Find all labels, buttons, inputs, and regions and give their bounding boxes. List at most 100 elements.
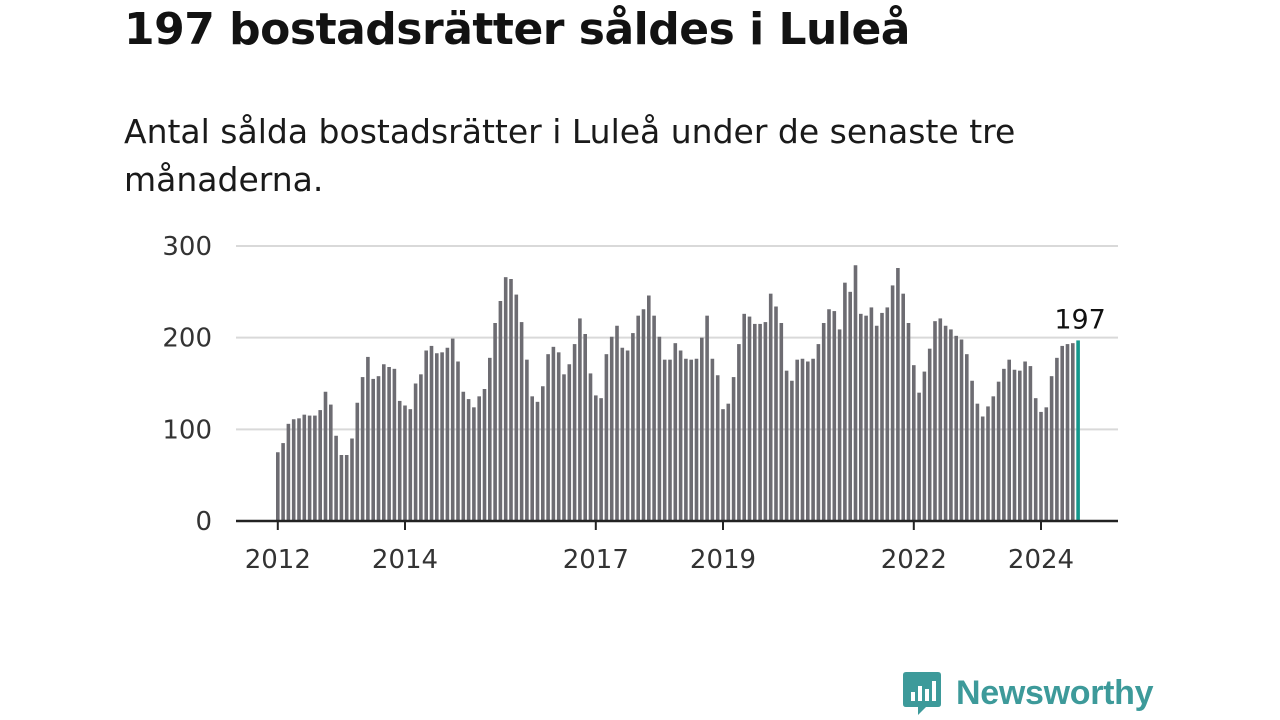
bar: [986, 406, 990, 521]
bar: [429, 345, 434, 521]
newsworthy-logo-text: Newsworthy: [956, 673, 1154, 712]
bar: [291, 419, 296, 521]
bar: [445, 347, 450, 521]
bar: [906, 323, 911, 521]
bar: [355, 402, 360, 521]
labels: 0 100 200 300 2012 2014 2017 2019 2022 2024 197: [162, 232, 1106, 575]
bar: [821, 323, 826, 521]
bar: [975, 403, 980, 521]
bar: [408, 409, 413, 521]
bar: [705, 315, 709, 521]
bar: [763, 322, 768, 521]
bar: [647, 295, 651, 521]
bar: [896, 268, 900, 521]
bar: [594, 395, 598, 521]
bar: [456, 361, 460, 521]
y-tick-label: 0: [195, 507, 212, 537]
bar: [546, 354, 550, 521]
bar: [609, 336, 614, 521]
bar: [1007, 359, 1011, 521]
highlight-value-label: 197: [1054, 304, 1106, 335]
bar: [811, 358, 815, 521]
bar: [1071, 343, 1075, 521]
bar: [938, 318, 943, 521]
bar: [731, 377, 736, 521]
bar: [710, 358, 715, 521]
y-tick-label: 200: [162, 324, 212, 354]
bar: [721, 409, 725, 521]
bar: [461, 391, 466, 521]
bar: [784, 370, 789, 521]
bar: [885, 307, 890, 521]
bar: [1018, 370, 1022, 521]
bar: [827, 309, 831, 521]
x-tick-label: 2014: [372, 545, 438, 575]
bar: [806, 361, 810, 521]
bar: [970, 380, 974, 521]
bar: [800, 358, 805, 521]
bar: [1002, 368, 1006, 521]
x-axis: [236, 519, 1118, 530]
bar: [350, 438, 354, 521]
bar: [440, 352, 444, 521]
bar: [832, 311, 837, 521]
bar: [488, 357, 492, 521]
bar: [917, 392, 921, 521]
bar: [493, 323, 497, 521]
bar: [662, 359, 667, 521]
bar: [959, 339, 964, 521]
bars: [276, 265, 1080, 521]
bar: [615, 325, 619, 521]
bar: [604, 354, 609, 521]
bar: [684, 358, 688, 521]
bar: [859, 313, 863, 521]
bar: [583, 334, 587, 521]
x-tick-label: 2017: [563, 545, 629, 575]
bar: [466, 399, 471, 521]
bar: [869, 307, 874, 521]
bar: [848, 291, 852, 521]
chart-title: 197 bostadsrätter såldes i Luleå: [124, 4, 911, 55]
bar: [519, 322, 524, 521]
bar: [376, 376, 381, 521]
bar: [753, 323, 757, 521]
bar: [795, 359, 799, 521]
bar: [816, 344, 821, 521]
bar: [901, 293, 905, 521]
bar: [843, 282, 847, 521]
bar: [922, 371, 927, 521]
bar: [588, 373, 593, 521]
bar: [689, 359, 693, 521]
bar: [541, 386, 545, 521]
bar: [578, 318, 582, 521]
bar: [837, 329, 842, 521]
bar: [768, 293, 773, 521]
bar: [366, 356, 370, 521]
bar: [514, 294, 519, 521]
newsworthy-logo-icon: [903, 672, 941, 715]
x-tick-label: 2012: [245, 545, 311, 575]
bar: [620, 347, 625, 521]
bar: [853, 265, 858, 521]
bar: [631, 333, 635, 521]
y-tick-label: 300: [162, 232, 212, 262]
bar: [652, 315, 656, 521]
bar: [774, 306, 778, 521]
bar: [790, 380, 794, 521]
bar: [382, 364, 386, 521]
bar-highlight: [1076, 340, 1080, 521]
bar: [864, 315, 868, 521]
bar: [874, 325, 879, 521]
bar: [641, 309, 646, 521]
bar: [1028, 366, 1033, 521]
bar: [1039, 411, 1043, 521]
bar: [965, 354, 969, 521]
bar: [344, 455, 349, 521]
bar: [694, 358, 699, 521]
bar: [700, 337, 704, 521]
bar: [551, 346, 556, 521]
bar: [758, 323, 762, 521]
bar: [450, 338, 455, 521]
bar: [403, 405, 407, 521]
bar: [949, 329, 953, 521]
